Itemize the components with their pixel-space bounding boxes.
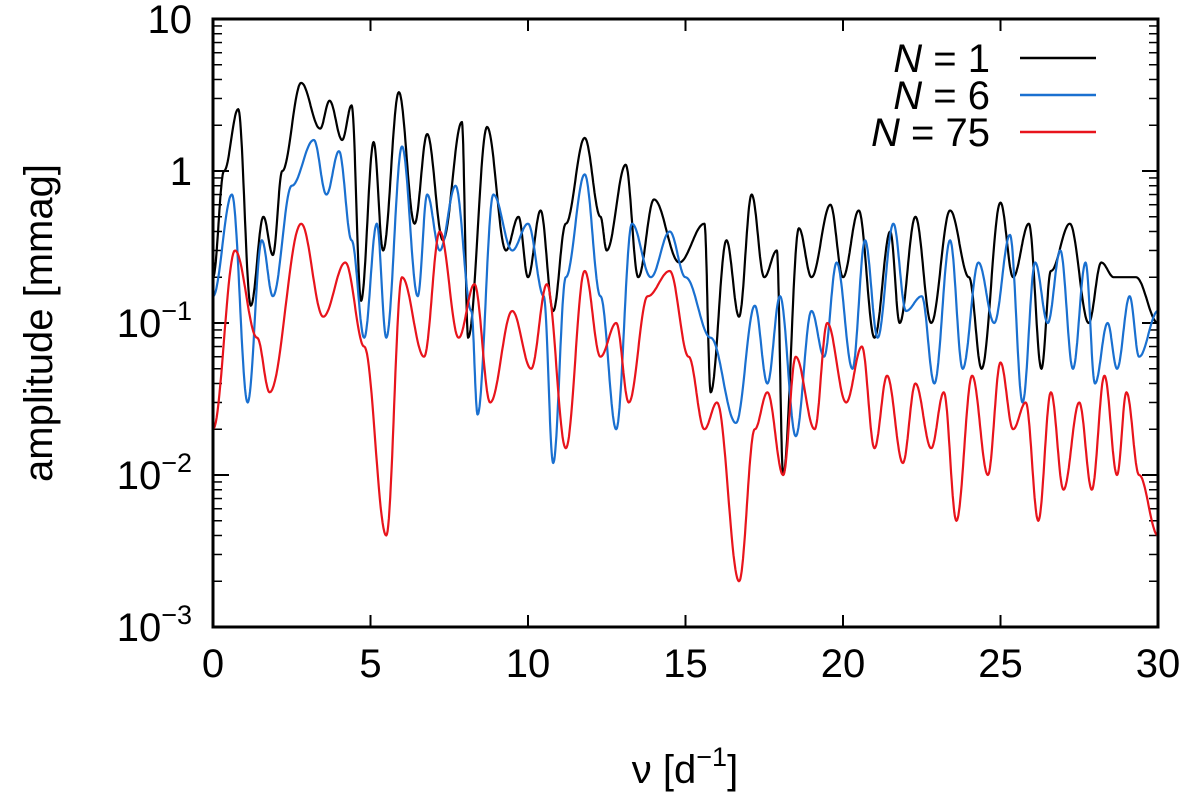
x-axis-ticks: 0 5 10 15 20 25 30 [202, 19, 1180, 686]
x-tick-label: 0 [202, 642, 224, 686]
x-axis-label: ν [d−1] [632, 742, 738, 792]
y-axis-label: amplitude [mmag] [17, 164, 61, 482]
y-tick-label: 10 [148, 0, 193, 42]
plot-frame [211, 17, 1160, 629]
y-axis-ticks: 10−3 10−2 10−1 1 10 [117, 0, 1158, 650]
y-tick-label: 10−3 [117, 600, 192, 650]
x-tick-label: 25 [978, 642, 1023, 686]
series-line-1 [213, 81, 1158, 477]
legend-label: N = 6 [893, 74, 990, 118]
series-line-2 [213, 138, 1158, 465]
x-tick-label: 15 [663, 642, 708, 686]
legend-label: N = 75 [871, 111, 990, 155]
series-line-3 [213, 222, 1158, 583]
series-layer [213, 81, 1158, 583]
y-tick-label: 1 [170, 150, 192, 194]
x-tick-label: 10 [506, 642, 551, 686]
x-tick-label: 20 [821, 642, 866, 686]
x-tick-label: 30 [1136, 642, 1181, 686]
x-tick-label: 5 [359, 642, 381, 686]
y-tick-label: 10−2 [117, 448, 192, 498]
legend-label: N = 1 [893, 37, 990, 81]
y-tick-label: 10−1 [117, 296, 192, 346]
legend: N = 1N = 6N = 75 [871, 37, 1096, 155]
